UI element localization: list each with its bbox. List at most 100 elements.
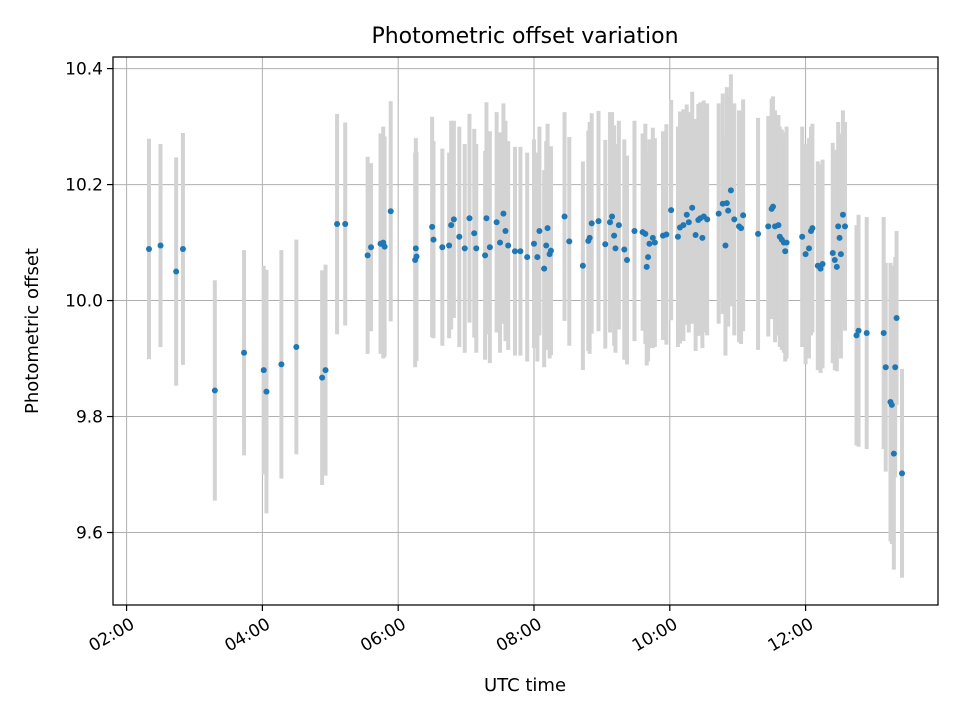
data-point (809, 225, 816, 232)
data-point (544, 225, 551, 232)
y-tick-label: 10.0 (65, 292, 103, 312)
data-point (439, 244, 446, 251)
data-point (836, 234, 843, 241)
data-point (882, 364, 889, 371)
data-point (699, 234, 706, 241)
data-point (541, 265, 548, 272)
data-point (547, 247, 554, 254)
data-point (493, 219, 500, 226)
data-point (643, 263, 650, 270)
data-point (536, 227, 543, 234)
data-point (157, 242, 164, 249)
data-point (692, 232, 699, 239)
data-point (704, 216, 711, 223)
data-point (579, 262, 586, 269)
data-point (802, 251, 809, 258)
data-point (319, 374, 326, 381)
data-point (471, 230, 478, 237)
data-point (841, 223, 848, 230)
data-point (334, 221, 341, 228)
axes-frame (112, 56, 939, 606)
y-axis-label: Photometric offset (22, 248, 43, 414)
y-tick-label: 9.6 (76, 524, 103, 544)
data-point (893, 314, 900, 321)
data-point (680, 222, 687, 229)
data-point (683, 211, 690, 218)
data-point (595, 218, 602, 225)
data-point (880, 330, 887, 337)
data-point (611, 232, 618, 239)
data-point (727, 187, 734, 194)
data-point (765, 223, 772, 230)
data-point (722, 242, 729, 249)
data-point (461, 245, 468, 252)
data-point (863, 330, 870, 337)
data-point (892, 364, 899, 371)
data-point (502, 227, 509, 234)
data-point (607, 219, 614, 226)
data-point (817, 265, 824, 272)
data-point (888, 401, 895, 408)
data-point (211, 387, 218, 394)
data-point (770, 203, 776, 210)
data-point (473, 245, 480, 252)
data-point (241, 349, 248, 356)
data-point (602, 241, 609, 248)
data-point (368, 244, 375, 251)
data-point (586, 234, 593, 241)
data-point (342, 221, 349, 228)
data-point (731, 216, 738, 223)
data-point (725, 207, 732, 214)
data-point (668, 207, 675, 214)
data-point (755, 230, 762, 237)
data-point (486, 244, 493, 251)
data-point (819, 261, 826, 268)
data-point (775, 222, 782, 229)
y-tick-label: 10.4 (65, 60, 103, 80)
data-point (497, 239, 504, 246)
data-point (805, 245, 812, 252)
data-point (293, 343, 300, 350)
x-axis-label: UTC time (484, 675, 566, 696)
data-point (740, 212, 747, 219)
data-point (413, 253, 420, 260)
data-point (783, 239, 790, 246)
data-point (663, 231, 670, 238)
data-point (530, 240, 537, 247)
data-point (145, 245, 152, 252)
data-point (456, 233, 463, 240)
data-point (179, 245, 186, 252)
data-point (689, 204, 696, 211)
data-point (387, 208, 394, 215)
data-points (145, 187, 906, 477)
data-point (364, 252, 371, 259)
y-tick-label: 9.8 (76, 408, 103, 428)
data-point (651, 239, 658, 246)
data-point (685, 219, 692, 226)
data-point (543, 242, 550, 249)
data-point (853, 332, 860, 339)
data-point (505, 242, 512, 249)
data-point (615, 222, 622, 229)
data-point (839, 211, 846, 218)
data-point (621, 246, 628, 253)
data-point (561, 213, 568, 220)
data-point (483, 215, 490, 222)
data-point (899, 470, 906, 477)
data-point (831, 256, 838, 263)
data-point (612, 245, 619, 252)
data-point (799, 233, 806, 240)
data-point (835, 223, 842, 230)
data-point (588, 220, 595, 227)
data-point (624, 256, 631, 263)
data-point (448, 222, 455, 229)
data-point (890, 450, 897, 457)
data-point (649, 234, 656, 241)
data-point (500, 210, 507, 217)
data-point (260, 367, 267, 374)
data-point (645, 254, 652, 261)
data-point (173, 268, 180, 275)
data-point (381, 243, 388, 250)
